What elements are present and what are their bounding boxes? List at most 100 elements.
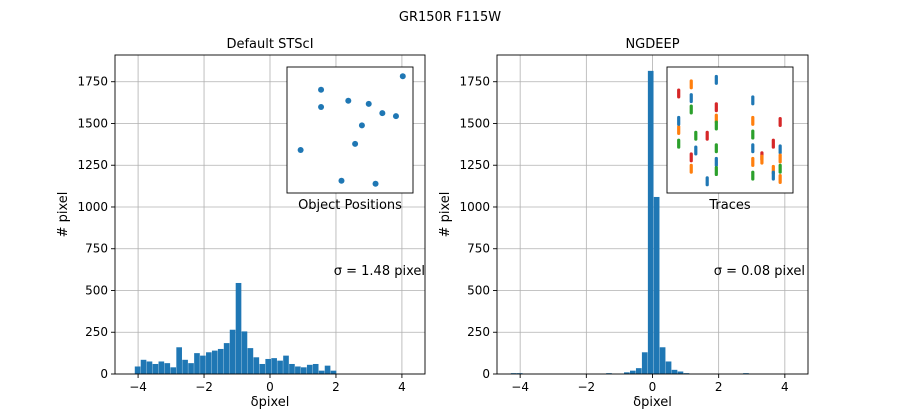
trace-segment — [714, 102, 718, 113]
histogram-bar — [665, 361, 672, 374]
y-tick-label: 1500 — [77, 116, 108, 130]
histogram-bar — [140, 359, 147, 374]
histogram-bar — [635, 368, 642, 374]
histogram-bar — [223, 343, 230, 374]
panel-default-stsci: −4 −2 0 2 4 0 250 500 750 1000 1250 1500 1750 Default… — [56, 37, 426, 410]
histogram-bar — [194, 353, 200, 374]
x-tick-label: −4 — [511, 380, 529, 394]
y-tick-label: 500 — [85, 283, 108, 297]
object-position-point — [365, 100, 372, 107]
histogram-bar — [630, 370, 636, 374]
y-tick-label: 500 — [467, 283, 490, 297]
histogram-bar — [647, 70, 654, 375]
histogram-bar — [324, 365, 331, 374]
trace-segment — [751, 170, 755, 181]
histogram-bar — [182, 359, 188, 374]
x-tick-label: −2 — [577, 380, 595, 394]
y-tick-label: 0 — [100, 367, 108, 381]
histogram-bar — [312, 363, 319, 374]
histogram-bar — [253, 357, 260, 374]
histogram-bar — [217, 348, 224, 374]
panel-ngdeep: −4 −2 0 2 4 0 250 500 750 1000 1250 1500 1750 NGDEEP δ… — [438, 37, 809, 410]
trace-segment — [677, 125, 681, 135]
histogram-bar — [188, 363, 194, 374]
object-position-point — [372, 180, 379, 187]
inset-frame — [286, 66, 414, 194]
y-tick-label: 0 — [482, 367, 490, 381]
trace-segment — [778, 163, 782, 174]
trace-segment — [677, 88, 681, 99]
x-tick-label: 2 — [715, 380, 723, 394]
histogram-bar — [653, 196, 660, 374]
trace-segment — [714, 120, 718, 131]
histogram-bar — [229, 329, 236, 374]
trace-segment — [771, 170, 775, 181]
x-tick-label: 4 — [781, 380, 789, 394]
object-position-point — [297, 146, 304, 153]
trace-segment — [751, 95, 755, 106]
y-tick-label: 1750 — [459, 75, 490, 89]
histogram-bar — [301, 367, 307, 374]
histogram-bar — [146, 361, 153, 374]
trace-segment — [714, 143, 718, 154]
x-tick-label: 2 — [332, 380, 340, 394]
y-tick-label: 1250 — [459, 158, 490, 172]
trace-segment — [694, 130, 698, 141]
x-tick-label: −2 — [195, 380, 213, 394]
y-tick-label: 1000 — [459, 200, 490, 214]
trace-segment — [778, 117, 782, 128]
panel-title: NGDEEP — [625, 37, 679, 52]
histogram-bar — [659, 347, 666, 374]
histogram-bar — [265, 358, 272, 374]
trace-segment — [714, 74, 718, 85]
x-axis-label: δpixel — [251, 395, 290, 410]
object-position-point — [392, 113, 399, 120]
figure-title: GR150R F115W — [399, 10, 501, 25]
trace-segment — [689, 152, 693, 163]
y-tick-label: 750 — [467, 242, 490, 256]
y-tick-label: 750 — [85, 242, 108, 256]
histogram-bar — [289, 363, 295, 374]
histogram-bar — [624, 372, 630, 374]
trace-segment — [689, 93, 693, 104]
histogram-bar — [247, 348, 254, 374]
x-tick-label: −4 — [129, 380, 147, 394]
histogram-bar — [259, 363, 266, 374]
histogram-bar — [134, 366, 141, 374]
histogram-bar — [235, 282, 242, 374]
histogram-bar — [271, 358, 277, 374]
inset-label: Traces — [708, 198, 750, 213]
trace-segment — [677, 138, 681, 149]
histogram-bar — [283, 355, 289, 374]
trace-segment — [689, 79, 693, 90]
x-tick-label: 0 — [266, 380, 274, 394]
histogram-bar — [306, 364, 313, 374]
object-position-point — [318, 103, 325, 110]
y-tick-label: 1000 — [77, 200, 108, 214]
object-position-point — [358, 122, 365, 129]
trace-segment — [677, 115, 681, 126]
object-position-point — [318, 86, 325, 93]
object-position-point — [399, 73, 406, 80]
trace-segment — [694, 145, 698, 156]
y-tick-label: 250 — [467, 325, 490, 339]
histogram-bar — [176, 347, 182, 374]
sigma-annotation: σ = 0.08 pixel — [714, 264, 805, 279]
trace-segment — [705, 176, 709, 187]
trace-segment — [778, 153, 782, 164]
histogram-bar — [677, 371, 684, 374]
y-tick-label: 1250 — [77, 158, 108, 172]
histogram-bar — [158, 361, 165, 374]
histogram-bar — [206, 352, 212, 374]
histogram-bar — [330, 370, 337, 374]
y-tick-label: 250 — [85, 325, 108, 339]
object-position-point — [345, 97, 352, 104]
histogram-bar — [164, 363, 171, 374]
histogram-bar — [152, 363, 159, 374]
inset-label: Object Positions — [298, 198, 402, 213]
trace-segment — [751, 143, 755, 154]
trace-segment — [714, 156, 718, 167]
trace-segment — [778, 174, 782, 185]
histogram-bar — [211, 350, 218, 374]
